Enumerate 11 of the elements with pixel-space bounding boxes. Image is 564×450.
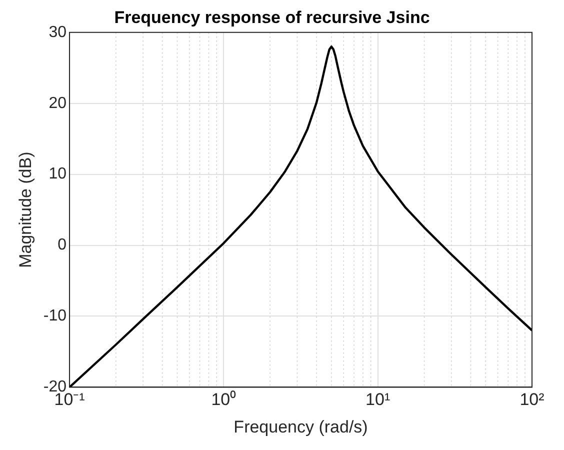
y-tick-label: 30 [48,24,67,41]
y-axis-title: Magnitude (dB) [16,152,35,268]
x-tick-label: 10² [520,390,545,410]
y-tick-label: 0 [58,236,67,254]
y-tick-label: 10 [48,166,67,183]
y-tick-label: -10 [43,308,67,325]
x-tick-label: 10¹ [366,390,390,410]
chart-title: Frequency response of recursive Jsinc [114,8,430,27]
y-tick-label: 20 [48,94,67,112]
x-tick-label: 10⁰ [211,390,236,410]
x-axis-title: Frequency (rad/s) [234,417,368,436]
